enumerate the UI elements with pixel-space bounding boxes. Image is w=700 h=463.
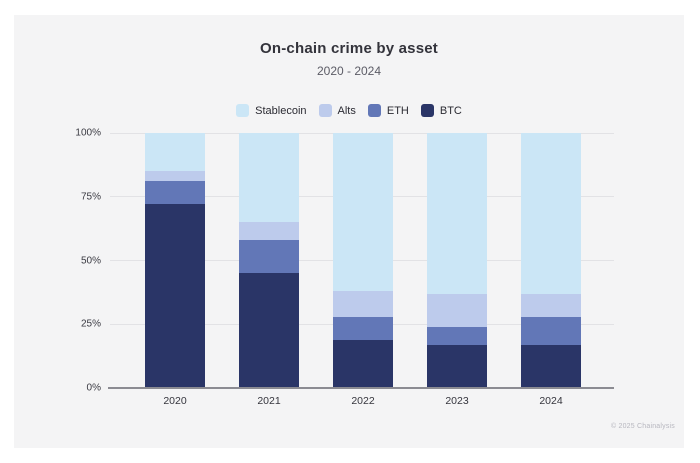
segment-eth-2020 [145,181,205,205]
segment-eth-2022 [333,316,393,340]
legend-item-alts: Alts [318,104,356,117]
legend-swatch-eth [367,104,381,117]
segment-stablecoin-2023 [427,133,487,294]
x-axis-line [108,387,614,389]
x-axis-label: 2021 [257,395,281,407]
segment-stablecoin-2024 [521,133,581,294]
bar-2024 [521,133,581,388]
legend-label: Stablecoin [255,104,307,117]
gridline [110,132,614,134]
legend-item-eth: ETH [367,104,409,117]
legend-label: ETH [386,104,409,117]
legend-item-stablecoin: Stablecoin [236,104,307,117]
legend-swatch-alts [318,104,332,117]
legend-label: BTC [439,104,462,117]
segment-eth-2021 [239,240,299,274]
y-axis-label: 50% [80,255,101,266]
x-axis-label: 2024 [539,395,563,407]
x-axis-label: 2020 [163,395,187,407]
x-axis-label: 2022 [351,395,375,407]
segment-btc-2024 [521,344,581,388]
chart-card: On-chain crime by asset 2020 - 2024 Stab… [14,15,684,448]
bar-2023 [427,133,487,388]
segment-btc-2021 [239,273,299,388]
segment-alts-2020 [145,171,205,182]
segment-alts-2022 [333,291,393,317]
chart-subtitle: 2020 - 2024 [316,64,382,78]
y-axis-label: 100% [75,127,101,139]
legend-label: Alts [337,104,356,117]
bar-2021 [239,133,299,388]
segment-stablecoin-2020 [145,133,205,172]
segment-eth-2024 [521,316,581,345]
plot-area: 100% 75% 50% 25% 0% 2020 2021 2022 2023 2024 [75,128,614,407]
legend-swatch-stablecoin [236,104,250,117]
legend: Stablecoin Alts ETH BTC [14,104,684,117]
legend-item-btc: BTC [420,104,462,117]
segment-stablecoin-2022 [333,133,393,292]
bar-2020 [145,133,205,388]
segment-btc-2023 [427,344,487,388]
y-axis-label: 75% [80,191,101,203]
segment-eth-2023 [427,326,487,345]
segment-alts-2023 [427,293,487,327]
x-axis-label: 2023 [445,395,469,407]
bar-2022 [333,133,393,388]
legend-swatch-btc [420,104,434,117]
segment-alts-2024 [521,293,581,317]
segment-btc-2020 [145,204,205,388]
y-axis-label: 0% [86,382,101,394]
copyright-text: © 2025 Chainalysis [610,423,675,430]
chart-title: On-chain crime by asset [259,40,438,57]
y-axis-label: 25% [80,318,101,330]
segment-alts-2021 [239,222,299,241]
segment-stablecoin-2021 [239,133,299,223]
segment-btc-2022 [333,339,393,388]
